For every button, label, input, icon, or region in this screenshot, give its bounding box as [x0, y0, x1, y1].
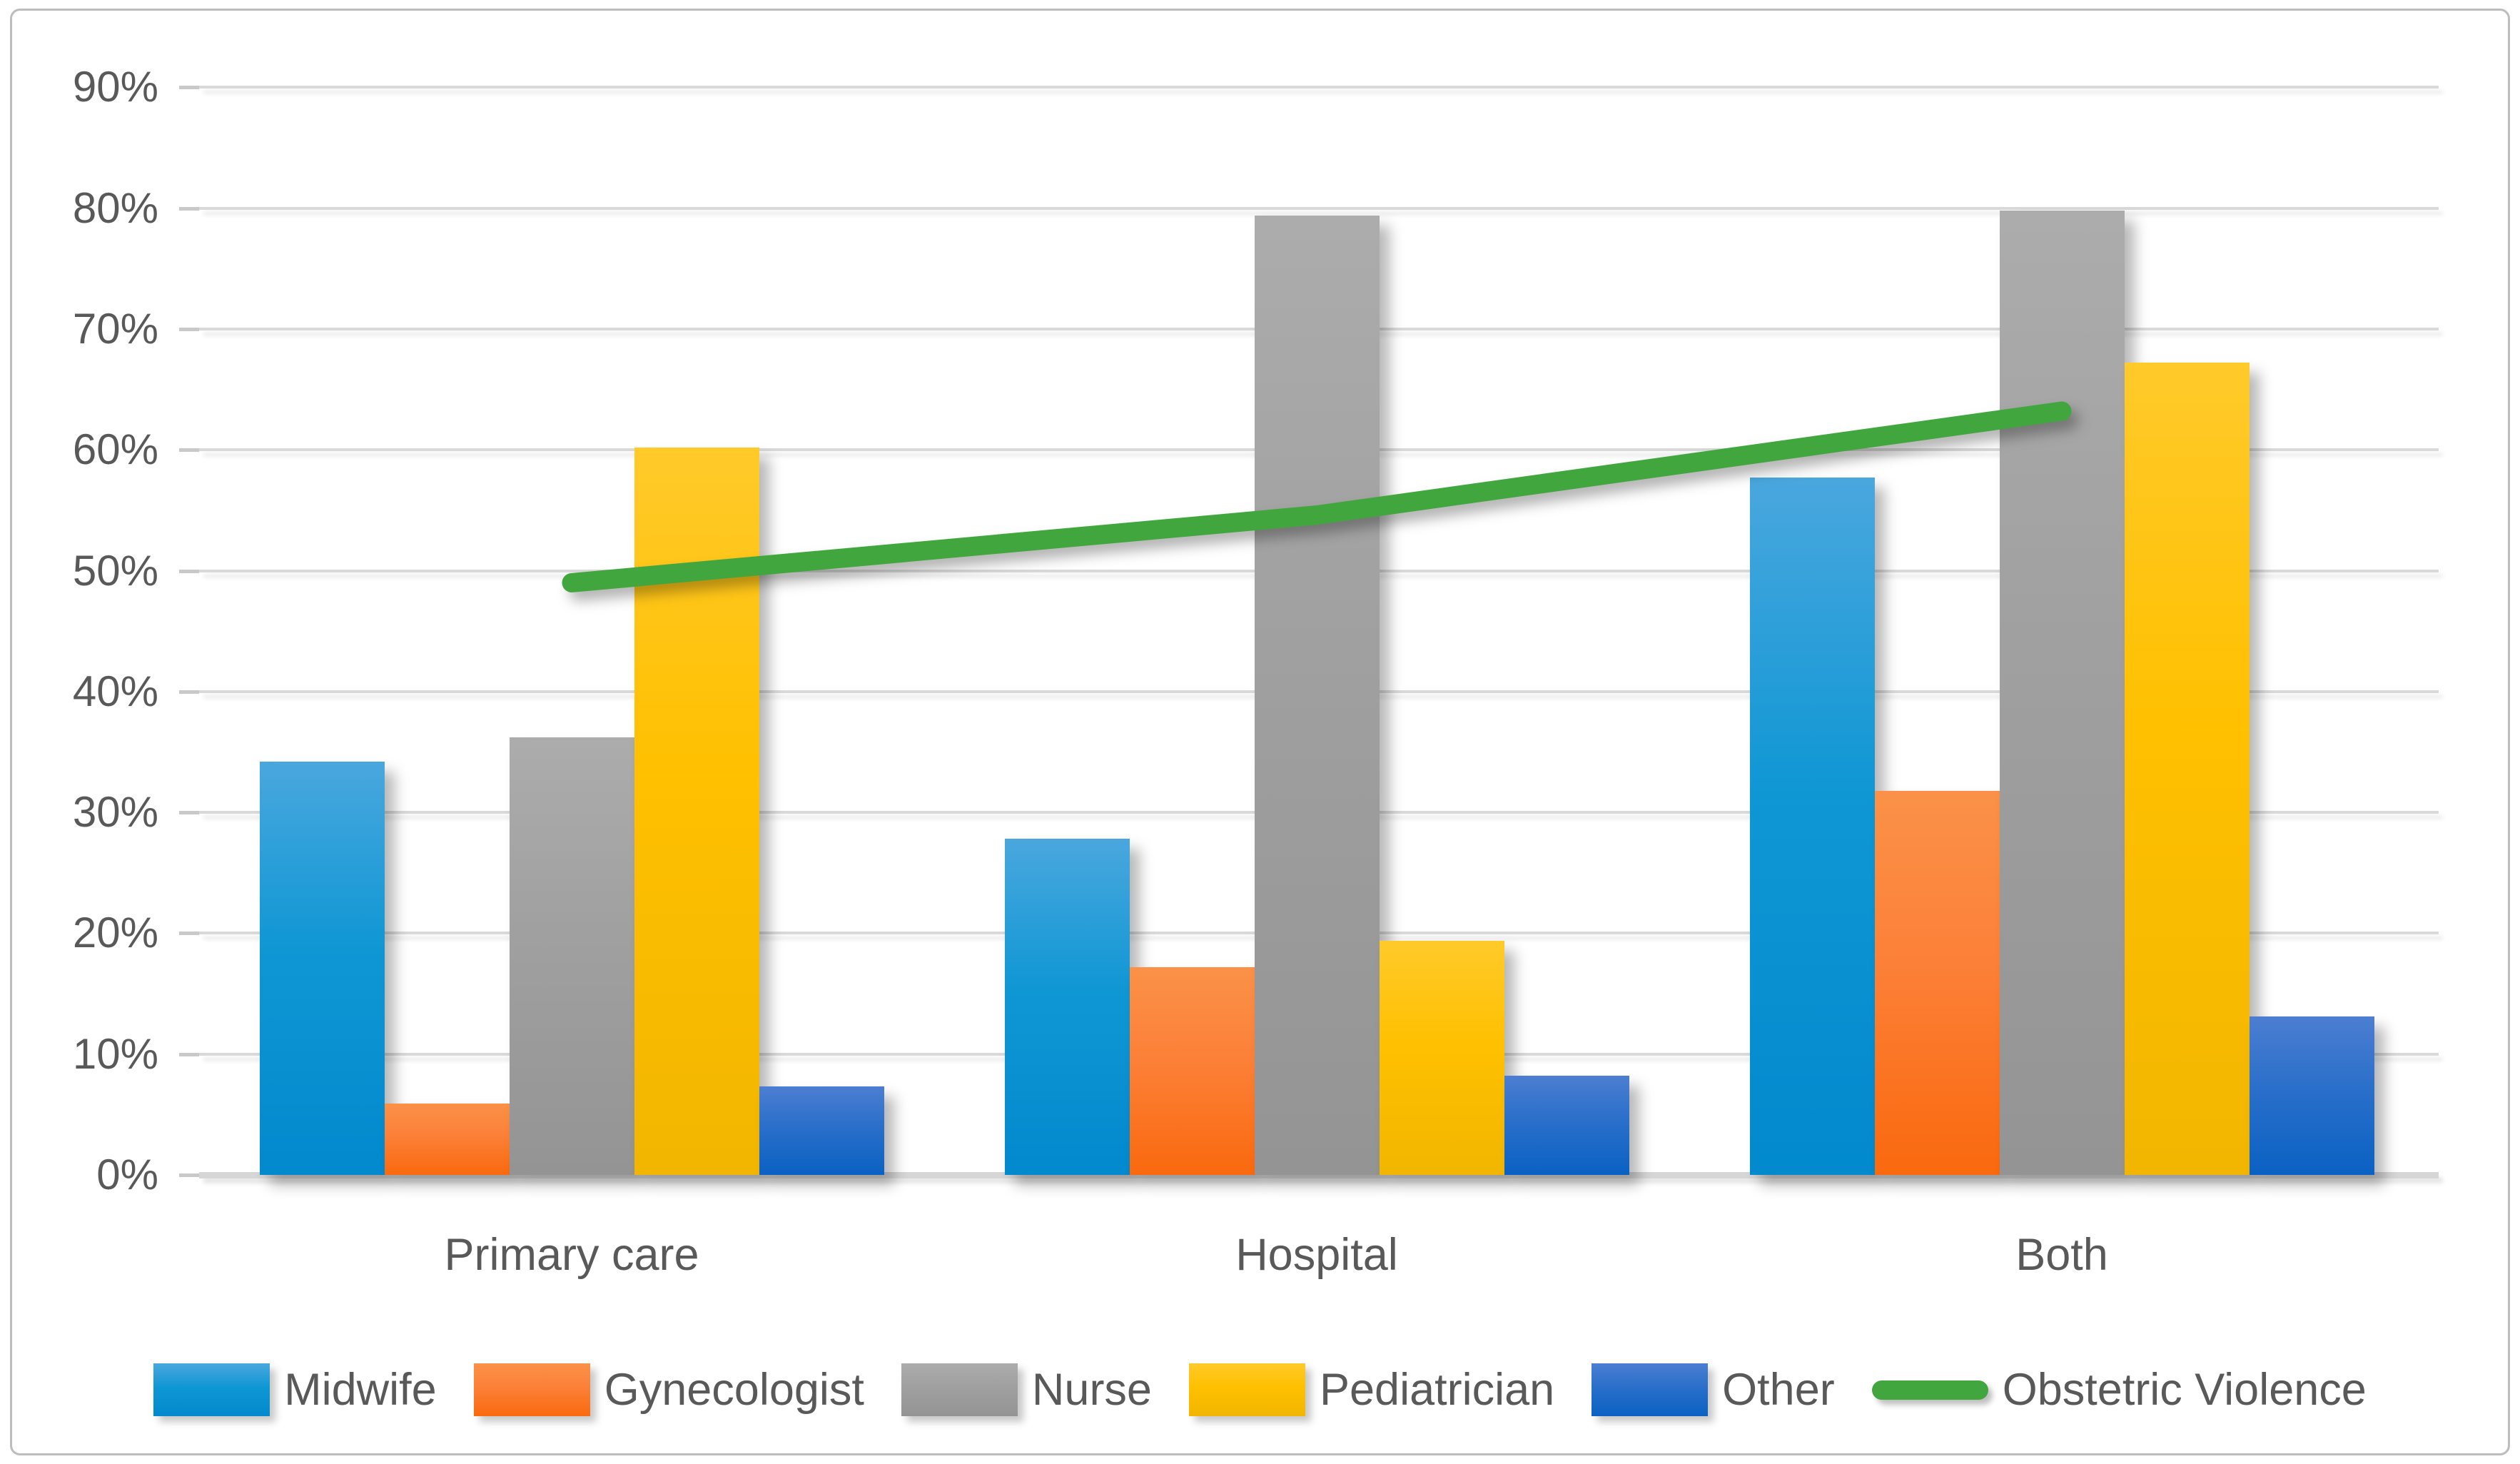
legend-swatch-pediatrician: [1188, 1363, 1305, 1416]
y-axis-tick: [179, 448, 199, 453]
y-axis-tick: [179, 327, 199, 331]
bar-midwife-primary-care: [259, 761, 385, 1175]
x-category-label-hospital: Hospital: [1235, 1230, 1398, 1280]
y-axis-tick: [179, 932, 199, 936]
y-tick-label-80%: 80%: [72, 183, 158, 232]
bar-pediatrician-hospital: [1379, 940, 1504, 1175]
y-tick-label-50%: 50%: [72, 546, 158, 595]
legend-label-obstetric-violence: Obstetric Violence: [2002, 1365, 2367, 1415]
bar-nurse-hospital: [1254, 215, 1380, 1175]
bar-gynecologist-both: [1874, 790, 2000, 1175]
y-tick-label-40%: 40%: [72, 667, 158, 715]
legend-item-nurse: Nurse: [901, 1363, 1152, 1416]
bar-other-primary-care: [759, 1086, 884, 1175]
plot-area: 0% 10% 20% 30% 40% 50% 60% 70% 80% 90% Primary car…: [12, 11, 2508, 1453]
y-tick-label-90%: 90%: [72, 63, 158, 111]
legend-label-nurse: Nurse: [1031, 1365, 1152, 1415]
legend-label-gynecologist: Gynecologist: [604, 1365, 864, 1415]
bar-other-hospital: [1504, 1076, 1629, 1175]
gridline-90%: [199, 86, 2439, 89]
legend: Midwife Gynecologist Nurse Pediatrician Othe…: [12, 1347, 2508, 1433]
legend-swatch-other: [1592, 1363, 1709, 1416]
y-tick-label-70%: 70%: [72, 304, 158, 353]
y-axis-tick: [179, 1173, 199, 1177]
y-tick-label-0%: 0%: [96, 1151, 158, 1198]
y-axis-tick: [179, 86, 199, 90]
legend-label-other: Other: [1722, 1365, 1835, 1415]
x-category-label-primary-care: Primary care: [444, 1230, 699, 1280]
bar-midwife-hospital: [1004, 839, 1130, 1175]
legend-item-obstetric-violence: Obstetric Violence: [1871, 1365, 2367, 1415]
bar-other-both: [2249, 1016, 2374, 1175]
gridline-80%: [199, 206, 2439, 210]
legend-line-swatch-obstetric-violence: [1871, 1380, 1988, 1400]
y-axis-tick: [179, 206, 199, 211]
bar-gynecologist-primary-care: [384, 1104, 510, 1175]
x-category-label-both: Both: [2015, 1230, 2108, 1280]
bar-nurse-both: [1999, 210, 2125, 1175]
bar-gynecologist-hospital: [1129, 966, 1255, 1175]
legend-item-midwife: Midwife: [153, 1363, 437, 1416]
y-tick-label-60%: 60%: [72, 425, 158, 474]
legend-swatch-midwife: [153, 1363, 270, 1416]
bar-pediatrician-primary-care: [634, 447, 759, 1175]
legend-swatch-nurse: [901, 1363, 1018, 1416]
gridline-0%: [199, 1172, 2439, 1178]
y-axis-tick: [179, 811, 199, 815]
legend-label-pediatrician: Pediatrician: [1319, 1365, 1555, 1415]
y-axis-tick: [179, 569, 199, 573]
y-axis-tick: [179, 1052, 199, 1056]
chart-frame: 0% 10% 20% 30% 40% 50% 60% 70% 80% 90% Primary car…: [10, 9, 2510, 1455]
legend-item-pediatrician: Pediatrician: [1188, 1363, 1555, 1416]
bar-midwife-both: [1749, 478, 1875, 1175]
legend-swatch-gynecologist: [473, 1363, 590, 1416]
y-axis-tick: [179, 690, 199, 694]
bar-pediatrician-both: [2124, 363, 2250, 1175]
y-tick-label-30%: 30%: [72, 788, 158, 837]
legend-label-midwife: Midwife: [284, 1365, 437, 1415]
bar-nurse-primary-care: [509, 737, 634, 1175]
legend-item-gynecologist: Gynecologist: [473, 1363, 864, 1416]
y-tick-label-20%: 20%: [72, 909, 158, 957]
legend-item-other: Other: [1592, 1363, 1835, 1416]
y-tick-label-10%: 10%: [72, 1029, 158, 1078]
